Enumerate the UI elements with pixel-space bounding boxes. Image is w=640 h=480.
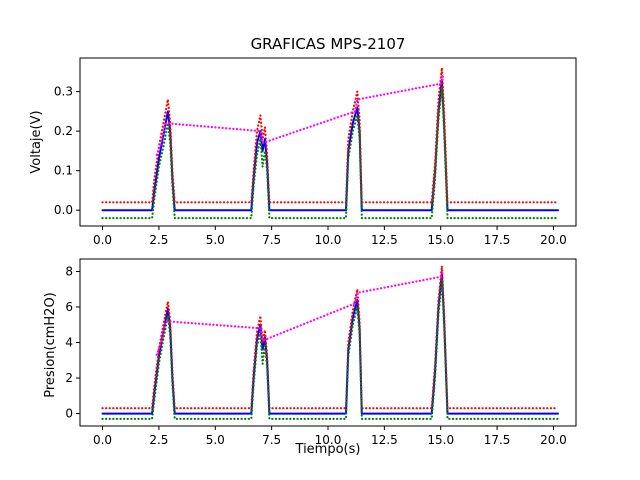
- pressure-x-tick-label: 17.5: [484, 433, 511, 447]
- chart-title: GRAFICAS MPS-2107: [251, 35, 406, 53]
- voltage-x-tick-label: 17.5: [484, 233, 511, 247]
- voltage-y-tick-label: 0.1: [54, 164, 73, 178]
- pressure-ticks: 0.0 2.5 5.0 7.5 10.0 12.5 15.0 17.5 20.0 0 2 4 6 8: [65, 264, 566, 447]
- voltage-x-tick-label: 12.5: [371, 233, 398, 247]
- voltage-x-tick-label: 2.5: [149, 233, 168, 247]
- voltage-series-layer: [101, 66, 560, 220]
- pressure-y-tick-label: 4: [65, 336, 73, 350]
- x-axis-label: Tiempo(s): [295, 442, 361, 457]
- voltage-x-tick-label: 5.0: [206, 233, 225, 247]
- voltage-series-3: [155, 74, 445, 156]
- pressure-x-tick-label: 10.0: [315, 433, 342, 447]
- pressure-y-tick-label: 8: [65, 264, 73, 278]
- pressure-x-tick-label: 0.0: [93, 433, 112, 447]
- voltage-y-tick-label: 0.2: [54, 124, 73, 138]
- pressure-x-tick-label: 5.0: [206, 433, 225, 447]
- pressure-y-tick-label: 6: [65, 300, 73, 314]
- pressure-series-3: [155, 270, 445, 356]
- pressure-series-0: [101, 272, 559, 415]
- pressure-axes-frame: [79, 258, 577, 427]
- voltage-x-tick-label: 7.5: [262, 233, 281, 247]
- voltage-series-0: [101, 78, 559, 212]
- pressure-x-tick-label: 15.0: [427, 433, 454, 447]
- voltage-y-tick-label: 0.0: [54, 203, 73, 217]
- pressure-panel: 0.0 2.5 5.0 7.5 10.0 12.5 15.0 17.5 20.0 0 2 4 6 8 Pr…: [43, 258, 577, 447]
- pressure-x-tick-label: 7.5: [262, 433, 281, 447]
- voltage-y-axis-label: Voltaje(V): [29, 110, 44, 173]
- voltage-ticks: 0.0 2.5 5.0 7.5 10.0 12.5 15.0 17.5 20.0 0.0 0.1 0.…: [54, 85, 567, 247]
- voltage-axes-frame: [79, 57, 577, 227]
- voltage-panel: 0.0 2.5 5.0 7.5 10.0 12.5 15.0 17.5 20.0 0.0 0.1 0.…: [29, 57, 577, 247]
- pressure-y-tick-label: 0: [65, 407, 73, 421]
- voltage-x-tick-label: 10.0: [315, 233, 342, 247]
- pressure-series-1: [101, 265, 560, 410]
- voltage-y-tick-label: 0.3: [54, 85, 73, 99]
- pressure-series-2: [101, 279, 560, 420]
- voltage-x-tick-label: 15.0: [427, 233, 454, 247]
- pressure-y-axis-label: Presion(cmH2O): [43, 292, 58, 397]
- voltage-x-tick-label: 0.0: [93, 233, 112, 247]
- pressure-x-tick-label: 12.5: [371, 433, 398, 447]
- pressure-series-layer: [101, 265, 560, 420]
- voltage-series-2: [101, 86, 560, 220]
- pressure-y-tick-label: 2: [65, 371, 73, 385]
- pressure-x-tick-label: 20.0: [540, 433, 567, 447]
- pressure-x-tick-label: 2.5: [149, 433, 168, 447]
- voltage-x-tick-label: 20.0: [540, 233, 567, 247]
